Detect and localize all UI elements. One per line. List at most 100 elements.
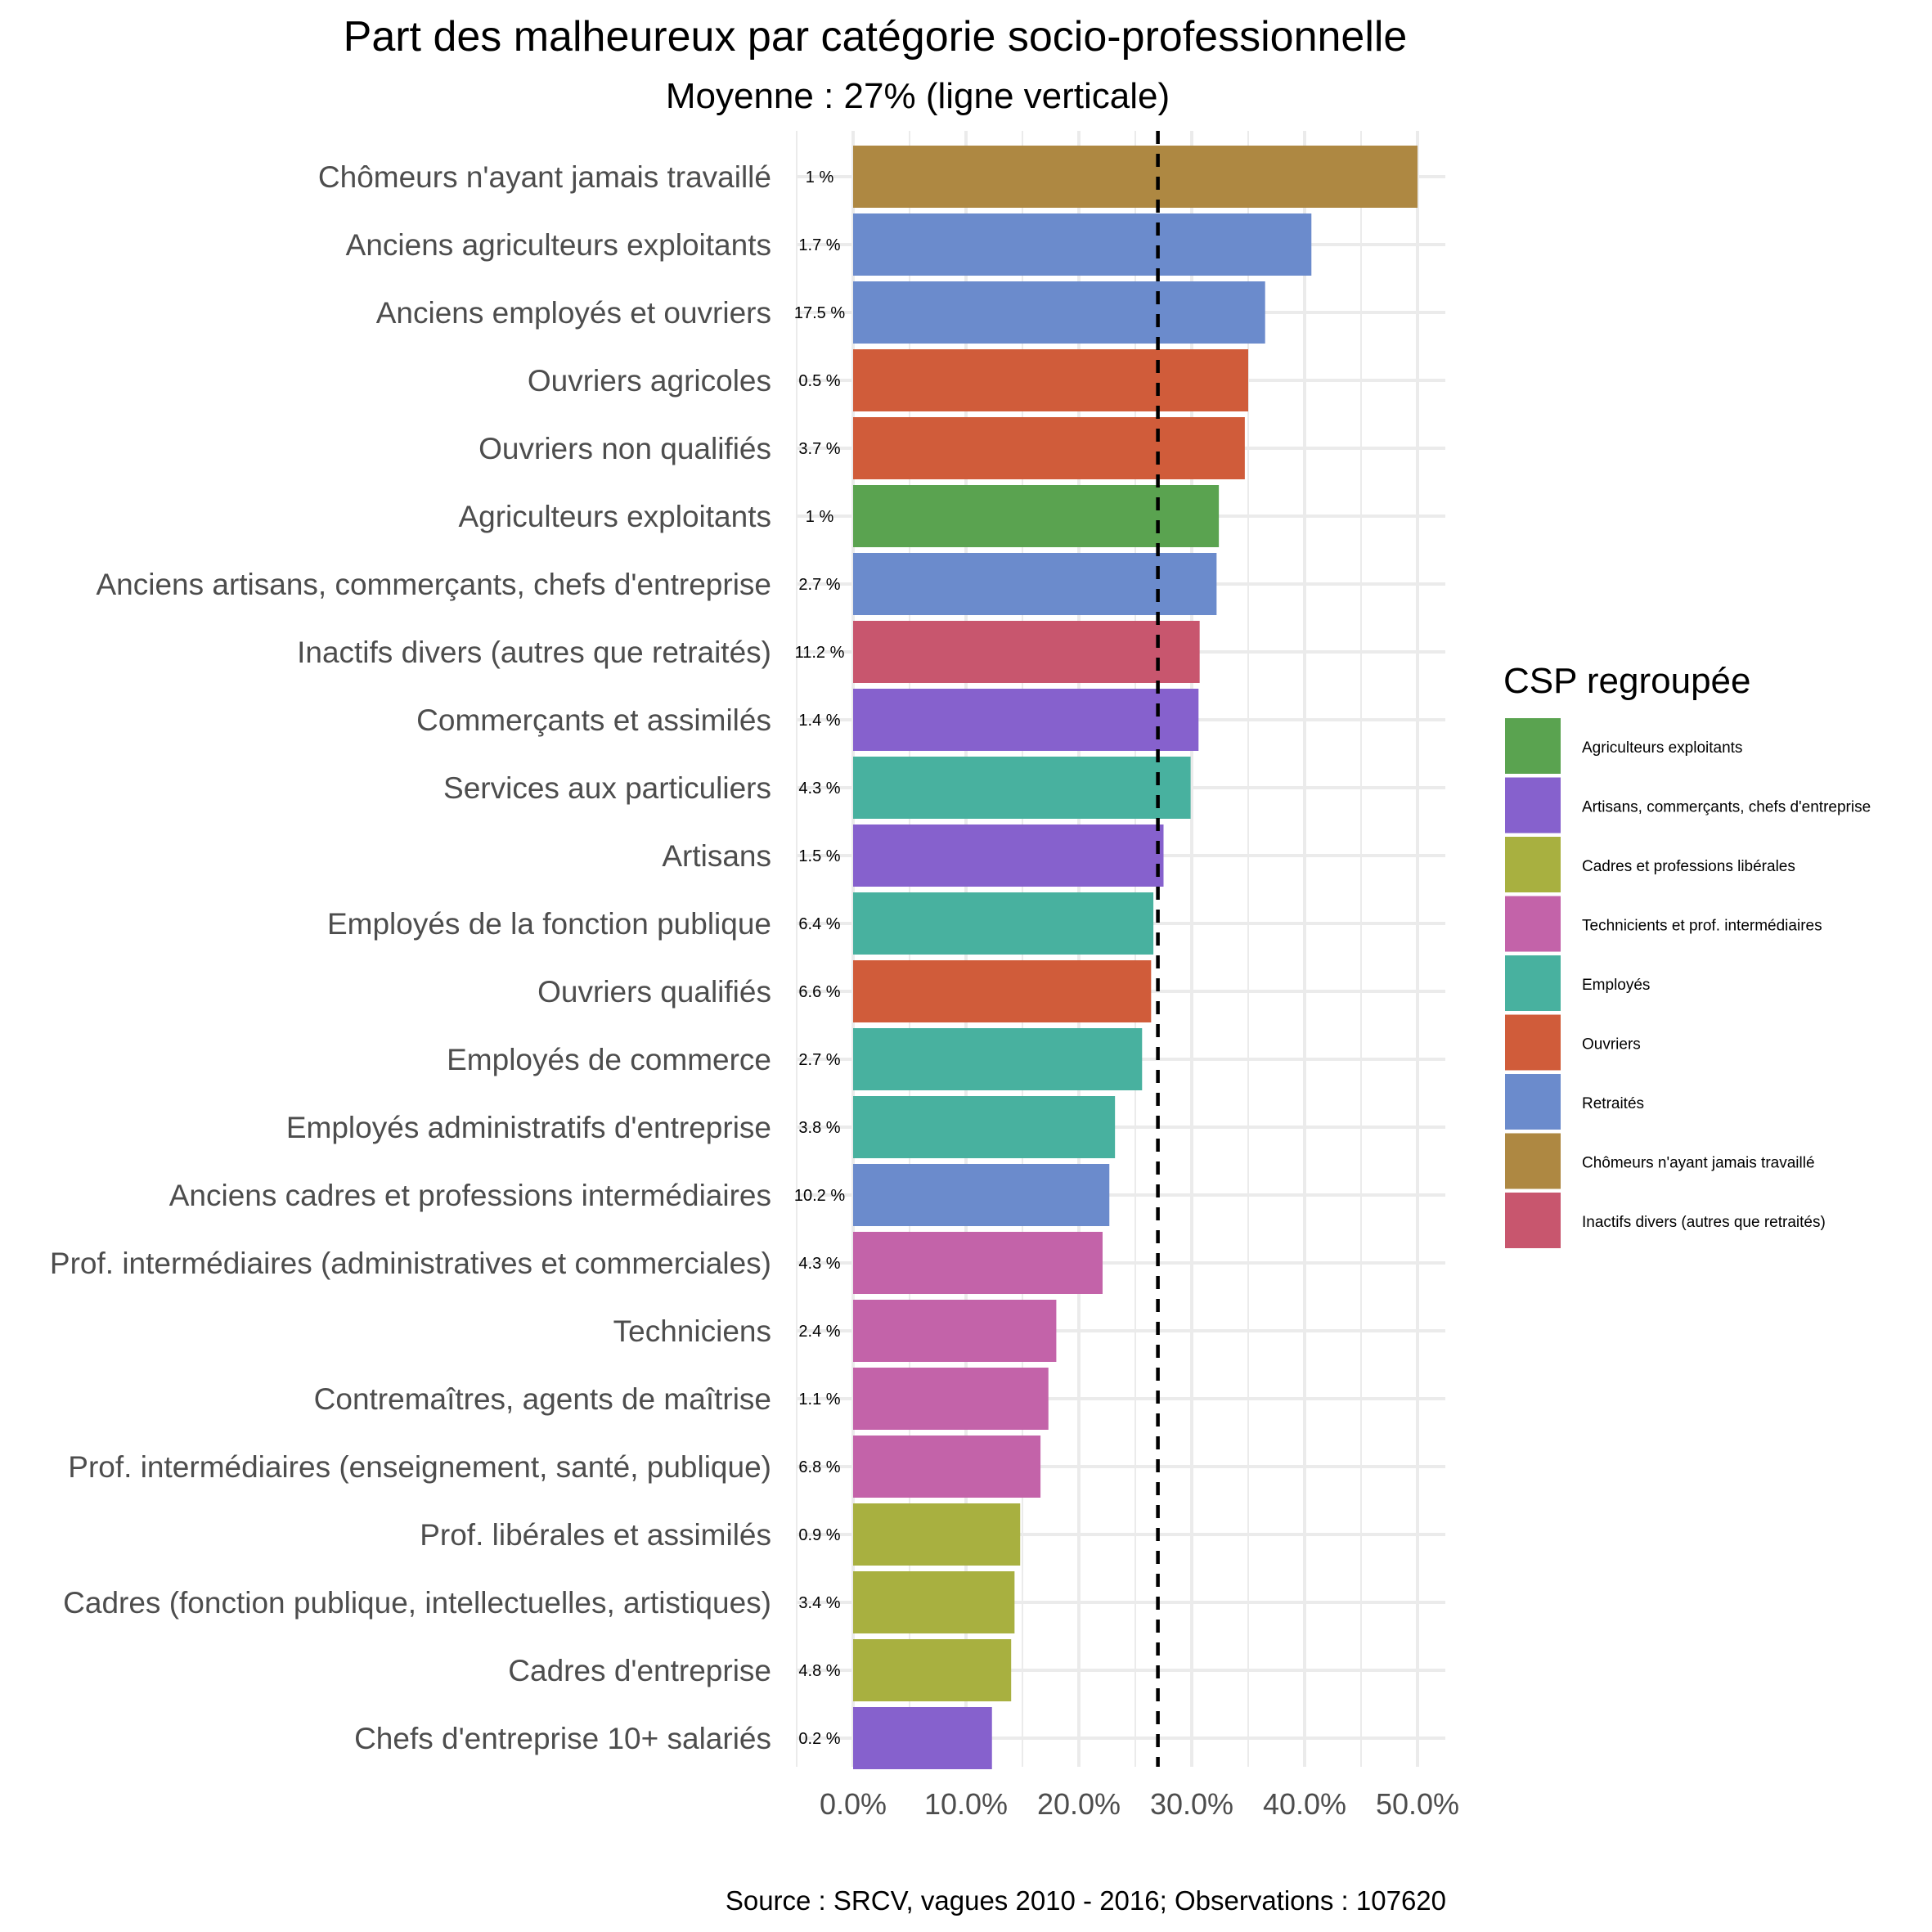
legend: CSP regroupée Agriculteurs exploitants Ar… <box>1503 661 1871 1248</box>
bars <box>853 146 1418 1769</box>
x-tick-label: 50.0% <box>1376 1787 1459 1821</box>
share-label: 4.8 % <box>798 1662 840 1680</box>
legend-swatch <box>1505 1133 1561 1189</box>
share-label: 11.2 % <box>795 644 845 662</box>
category-label: Artisans <box>662 839 771 873</box>
legend-label: Chômeurs n'ayant jamais travaillé <box>1582 1155 1815 1172</box>
share-label: 6.8 % <box>798 1458 840 1476</box>
share-label: 0.5 % <box>798 372 840 390</box>
share-label: 3.8 % <box>798 1119 840 1137</box>
bar <box>853 1300 1057 1362</box>
category-label: Employés administratifs d'entreprise <box>286 1111 771 1144</box>
category-label: Prof. libérales et assimilés <box>420 1518 771 1552</box>
category-label: Anciens artisans, commerçants, chefs d'e… <box>96 568 771 601</box>
legend-swatch <box>1505 837 1561 892</box>
share-label: 17.5 % <box>794 304 845 322</box>
share-label: 1 % <box>806 508 834 526</box>
category-label: Employés de la fonction publique <box>327 907 771 941</box>
share-labels: 1 % 1.7 % 17.5 % 0.5 % 3.7 % 1 % 2.7 % 11.2 % 1.… <box>794 168 845 1748</box>
bar <box>853 757 1191 819</box>
bar <box>853 1368 1049 1430</box>
x-tick-label: 40.0% <box>1263 1787 1346 1821</box>
bar <box>853 1571 1015 1633</box>
y-axis-labels: Chômeurs n'ayant jamais travaillé Anciens… <box>50 160 771 1755</box>
category-label: Services aux particuliers <box>443 771 771 805</box>
share-label: 1.1 % <box>798 1391 840 1409</box>
category-label: Agriculteurs exploitants <box>458 500 771 533</box>
share-label: 1.5 % <box>798 847 840 865</box>
bar <box>853 553 1217 615</box>
share-label: 0.2 % <box>798 1730 840 1748</box>
bar <box>853 485 1220 547</box>
legend-label: Technicients et prof. intermédiaires <box>1582 918 1822 935</box>
bar <box>853 892 1154 955</box>
bar <box>853 146 1418 208</box>
category-label: Prof. intermédiaires (administratives et… <box>50 1247 771 1280</box>
legend-label: Ouvriers <box>1582 1036 1641 1054</box>
bar <box>853 349 1248 411</box>
x-tick-label: 30.0% <box>1150 1787 1233 1821</box>
share-label: 1 % <box>806 168 834 186</box>
share-label: 10.2 % <box>794 1187 845 1205</box>
chart-caption: Source : SRCV, vagues 2010 - 2016; Obser… <box>726 1885 1446 1916</box>
category-label: Anciens cadres et professions intermédia… <box>169 1179 771 1212</box>
legend-label: Artisans, commerçants, chefs d'entrepris… <box>1582 799 1871 816</box>
category-label: Ouvriers non qualifiés <box>479 432 771 465</box>
share-label: 4.3 % <box>798 1255 840 1273</box>
bar <box>853 213 1312 276</box>
share-label: 2.4 % <box>798 1323 840 1341</box>
bar <box>853 1096 1116 1158</box>
category-label: Chômeurs n'ayant jamais travaillé <box>318 160 771 194</box>
legend-swatch <box>1505 955 1561 1011</box>
legend-items: Agriculteurs exploitants Artisans, commer… <box>1505 718 1871 1248</box>
legend-swatch <box>1505 1014 1561 1071</box>
share-label: 6.6 % <box>798 983 840 1001</box>
x-tick-label: 0.0% <box>820 1787 887 1821</box>
legend-label: Retraités <box>1582 1095 1644 1112</box>
legend-title: CSP regroupée <box>1503 661 1751 701</box>
category-label: Cadres (fonction publique, intellectuell… <box>63 1586 771 1620</box>
share-label: 1.4 % <box>798 712 840 730</box>
legend-swatch <box>1505 718 1561 774</box>
category-label: Cadres d'entreprise <box>508 1654 771 1687</box>
share-label: 3.7 % <box>798 440 840 458</box>
bar <box>853 1028 1143 1090</box>
share-label: 3.4 % <box>798 1594 840 1612</box>
bar <box>853 621 1200 683</box>
share-label: 1.7 % <box>798 236 840 254</box>
legend-swatch <box>1505 777 1561 833</box>
bar <box>853 689 1199 751</box>
share-label: 4.3 % <box>798 780 840 798</box>
x-tick-label: 10.0% <box>924 1787 1008 1821</box>
legend-label: Inactifs divers (autres que retraités) <box>1582 1214 1826 1231</box>
legend-swatch <box>1505 896 1561 952</box>
category-label: Inactifs divers (autres que retraités) <box>297 636 771 669</box>
bar <box>853 417 1245 479</box>
x-axis-ticks: 0.0% 10.0% 20.0% 30.0% 40.0% 50.0% <box>820 1787 1459 1821</box>
category-label: Commerçants et assimilés <box>416 703 771 737</box>
category-label: Contremaîtres, agents de maîtrise <box>314 1382 771 1416</box>
category-label: Ouvriers agricoles <box>528 364 771 398</box>
category-label: Techniciens <box>613 1314 771 1348</box>
legend-swatch <box>1505 1193 1561 1248</box>
category-label: Anciens employés et ouvriers <box>376 296 771 330</box>
bar <box>853 824 1164 887</box>
legend-label: Employés <box>1582 977 1650 994</box>
share-label: 2.7 % <box>798 1051 840 1069</box>
category-label: Employés de commerce <box>447 1043 771 1076</box>
share-label: 0.9 % <box>798 1526 840 1544</box>
bar <box>853 1707 992 1769</box>
legend-label: Agriculteurs exploitants <box>1582 739 1742 757</box>
share-label: 6.4 % <box>798 915 840 933</box>
legend-swatch <box>1505 1074 1561 1130</box>
bar <box>853 1639 1012 1701</box>
bar <box>853 1164 1110 1226</box>
category-label: Ouvriers qualifiés <box>537 975 771 1009</box>
bar <box>853 960 1152 1022</box>
x-tick-label: 20.0% <box>1037 1787 1121 1821</box>
category-label: Anciens agriculteurs exploitants <box>346 228 771 262</box>
chart-title: Part des malheureux par catégorie socio-… <box>344 13 1408 61</box>
bar <box>853 1503 1021 1566</box>
share-label: 2.7 % <box>798 576 840 594</box>
